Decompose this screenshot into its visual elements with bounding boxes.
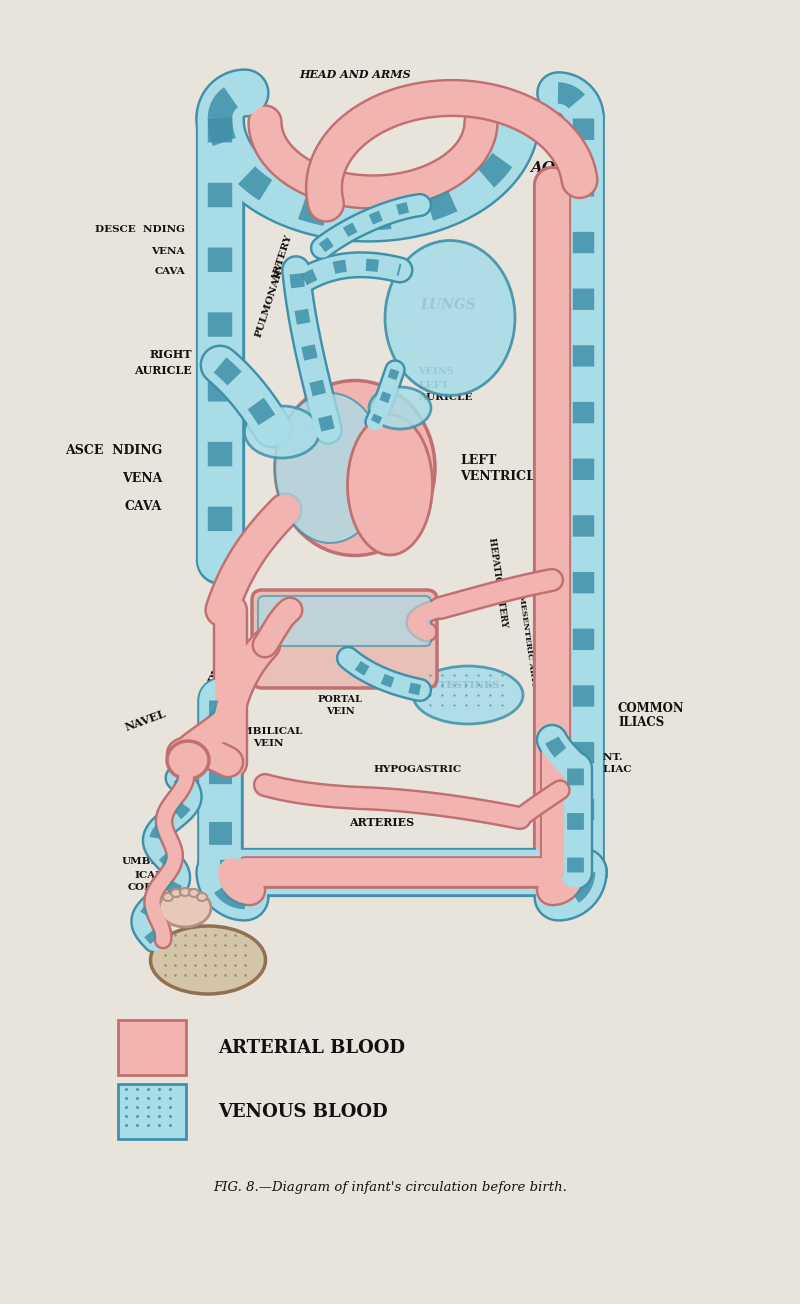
- Ellipse shape: [150, 926, 266, 994]
- Text: LEFT: LEFT: [418, 381, 449, 390]
- Text: VENTRICLE: VENTRICLE: [265, 515, 339, 526]
- Text: AURICLE: AURICLE: [418, 394, 472, 403]
- Text: MESENTERIC ARTERY: MESENTERIC ARTERY: [517, 595, 539, 702]
- Text: CAVA: CAVA: [154, 267, 185, 276]
- FancyBboxPatch shape: [118, 1020, 186, 1074]
- Text: HYPOGASTRIC: HYPOGASTRIC: [374, 765, 462, 775]
- Text: ARTERY: ARTERY: [270, 233, 294, 282]
- Ellipse shape: [275, 381, 435, 556]
- Text: UMBILICAL: UMBILICAL: [233, 728, 303, 737]
- Text: ILIACS: ILIACS: [618, 716, 664, 729]
- Ellipse shape: [167, 741, 209, 778]
- Text: RIGHT: RIGHT: [150, 349, 192, 360]
- Text: VENA: VENA: [122, 472, 162, 485]
- Text: VEIN: VEIN: [253, 739, 283, 748]
- Ellipse shape: [275, 393, 385, 542]
- Ellipse shape: [163, 893, 173, 901]
- Text: LIVER: LIVER: [301, 618, 365, 636]
- Text: LUNGS: LUNGS: [420, 299, 476, 312]
- FancyBboxPatch shape: [118, 1084, 186, 1138]
- FancyBboxPatch shape: [252, 589, 437, 689]
- Text: ASCE  NDING: ASCE NDING: [65, 443, 162, 456]
- Text: INT.: INT.: [598, 754, 622, 763]
- Text: ARTERIOSUS: ARTERIOSUS: [364, 227, 432, 236]
- Text: ARTERIAL BLOOD: ARTERIAL BLOOD: [218, 1039, 405, 1058]
- Text: CAVA: CAVA: [125, 499, 162, 512]
- Text: VEIN: VEIN: [326, 708, 354, 716]
- Text: DUCTUS: DUCTUS: [207, 635, 237, 685]
- Text: INTESTINES: INTESTINES: [424, 681, 500, 690]
- Text: ILIAC: ILIAC: [598, 765, 631, 775]
- Ellipse shape: [245, 406, 319, 458]
- Text: VENOUS BLOOD: VENOUS BLOOD: [218, 1103, 388, 1121]
- Text: AORTA: AORTA: [530, 160, 590, 175]
- Text: PULMONARY: PULMONARY: [254, 262, 286, 339]
- Text: VEINS: VEINS: [418, 368, 454, 377]
- Ellipse shape: [413, 666, 523, 724]
- Ellipse shape: [180, 888, 190, 896]
- Text: UMBIL: UMBIL: [121, 858, 163, 866]
- Ellipse shape: [171, 889, 181, 897]
- Text: DESCE  NDING: DESCE NDING: [95, 226, 185, 235]
- Text: DUCTUS: DUCTUS: [363, 215, 407, 224]
- Text: VENA: VENA: [151, 248, 185, 257]
- Text: CORD: CORD: [128, 884, 163, 892]
- Text: VENTRICLE: VENTRICLE: [460, 469, 544, 482]
- Text: RIGHT: RIGHT: [281, 499, 323, 510]
- Ellipse shape: [369, 387, 431, 429]
- Text: LEFT: LEFT: [460, 454, 496, 467]
- Text: FIG. 8.—Diagram of infant's circulation before birth.: FIG. 8.—Diagram of infant's circulation …: [213, 1181, 567, 1194]
- Text: AURICLE: AURICLE: [134, 365, 192, 376]
- Ellipse shape: [159, 889, 211, 927]
- Text: NAVEL: NAVEL: [124, 708, 168, 733]
- Ellipse shape: [385, 240, 515, 395]
- Text: LEGS: LEGS: [369, 852, 407, 865]
- Text: COMMON: COMMON: [618, 702, 685, 715]
- Text: VENOSUS: VENOSUS: [215, 652, 249, 708]
- Text: ICAL: ICAL: [134, 871, 163, 879]
- Text: HEPATIC ARTERY: HEPATIC ARTERY: [487, 537, 509, 629]
- Ellipse shape: [197, 893, 207, 901]
- Ellipse shape: [189, 889, 199, 897]
- Text: PLACENTA: PLACENTA: [178, 952, 251, 965]
- Text: HEAD AND ARMS: HEAD AND ARMS: [299, 69, 411, 81]
- Ellipse shape: [347, 415, 433, 556]
- Text: PULM.: PULM.: [331, 394, 368, 403]
- Text: PORTAL: PORTAL: [318, 695, 362, 704]
- FancyBboxPatch shape: [258, 596, 431, 645]
- Text: ARTERIES: ARTERIES: [350, 816, 414, 828]
